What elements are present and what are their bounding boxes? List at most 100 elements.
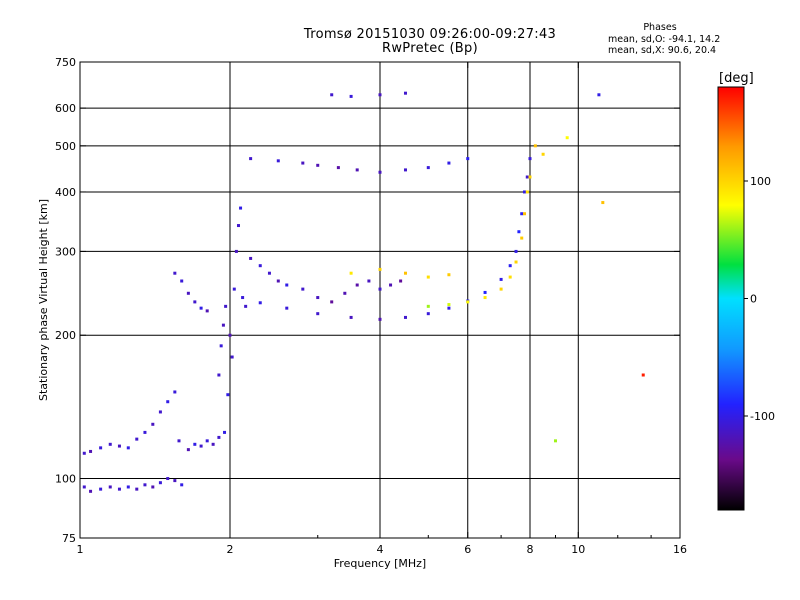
data-point — [117, 487, 121, 491]
data-point — [158, 481, 162, 485]
data-point — [173, 390, 177, 394]
data-point — [426, 275, 430, 279]
data-point — [367, 279, 371, 283]
data-point — [403, 91, 407, 95]
data-point — [143, 483, 147, 487]
data-point — [330, 300, 334, 304]
data-point — [378, 93, 382, 97]
data-point — [276, 159, 280, 163]
data-point — [426, 166, 430, 170]
data-point — [483, 290, 487, 294]
data-point — [343, 291, 347, 295]
y-tick-label: 400 — [55, 186, 76, 199]
data-point — [399, 279, 403, 283]
y-tick-label: 300 — [55, 245, 76, 258]
data-point — [499, 277, 503, 281]
data-point — [499, 287, 503, 291]
data-point — [211, 442, 215, 446]
data-point — [199, 444, 203, 448]
data-point — [173, 479, 177, 483]
x-tick-label: 10 — [571, 543, 585, 556]
data-point — [234, 249, 238, 253]
colorbar-tick-label: 0 — [750, 293, 757, 306]
x-tick-label: 6 — [464, 543, 471, 556]
data-point — [151, 422, 155, 426]
data-point — [199, 306, 203, 310]
data-point — [241, 296, 245, 300]
x-axis-label: Frequency [MHz] — [334, 557, 426, 570]
data-point — [426, 304, 430, 308]
data-point — [180, 279, 184, 283]
data-point — [533, 144, 537, 148]
data-point — [355, 168, 359, 172]
data-point — [276, 279, 280, 283]
data-point — [285, 283, 289, 287]
colorbar-gradient — [717, 86, 745, 511]
colorbar: [deg] 100 0 -100 — [717, 71, 775, 511]
data-point — [219, 344, 223, 348]
data-point — [135, 437, 139, 441]
data-point — [173, 271, 177, 275]
data-point — [166, 400, 170, 404]
phases-mean-o: mean, sd,O: -94.1, 14.2 — [608, 34, 721, 45]
data-point — [193, 300, 197, 304]
data-point — [403, 271, 407, 275]
data-point — [528, 175, 532, 179]
x-tick-label: 4 — [377, 543, 384, 556]
data-point — [89, 449, 93, 453]
data-point — [355, 283, 359, 287]
y-tick-label: 750 — [55, 56, 76, 69]
data-point — [221, 323, 225, 327]
data-point — [89, 489, 93, 493]
x-tick-label: 16 — [673, 543, 687, 556]
y-tick-label: 500 — [55, 140, 76, 153]
data-point — [166, 477, 170, 481]
data-point — [249, 256, 253, 260]
data-point — [447, 161, 451, 165]
data-point — [224, 304, 228, 308]
y-tick-label: 600 — [55, 102, 76, 115]
data-point — [301, 287, 305, 291]
data-point — [316, 163, 320, 167]
data-point — [523, 190, 527, 194]
data-point — [151, 485, 155, 489]
data-point — [565, 136, 569, 140]
data-point — [82, 451, 86, 455]
data-point — [447, 273, 451, 277]
data-point — [466, 157, 470, 161]
data-point — [258, 301, 262, 305]
data-point — [228, 333, 232, 337]
data-point — [426, 312, 430, 316]
data-point — [316, 312, 320, 316]
data-point — [126, 485, 130, 489]
data-point — [483, 296, 487, 300]
data-point — [177, 439, 181, 443]
data-point — [601, 201, 605, 205]
data-point — [349, 271, 353, 275]
data-point — [232, 287, 236, 291]
x-tick-label: 2 — [227, 543, 234, 556]
data-point — [236, 224, 240, 228]
data-point — [108, 442, 112, 446]
data-point — [525, 175, 529, 179]
data-point — [508, 275, 512, 279]
data-point — [108, 485, 112, 489]
data-point — [378, 287, 382, 291]
y-tick-label: 200 — [55, 329, 76, 342]
data-point — [244, 304, 248, 308]
data-point — [180, 483, 184, 487]
y-tick-label: 100 — [55, 473, 76, 486]
data-point — [239, 206, 243, 210]
data-point — [223, 430, 227, 434]
data-point — [514, 260, 518, 264]
data-point — [349, 315, 353, 319]
data-point — [301, 161, 305, 165]
data-point — [193, 442, 197, 446]
data-point — [403, 315, 407, 319]
data-point — [186, 291, 190, 295]
data-point — [217, 435, 221, 439]
data-point — [447, 303, 451, 307]
data-point — [349, 94, 353, 98]
data-point — [117, 444, 121, 448]
